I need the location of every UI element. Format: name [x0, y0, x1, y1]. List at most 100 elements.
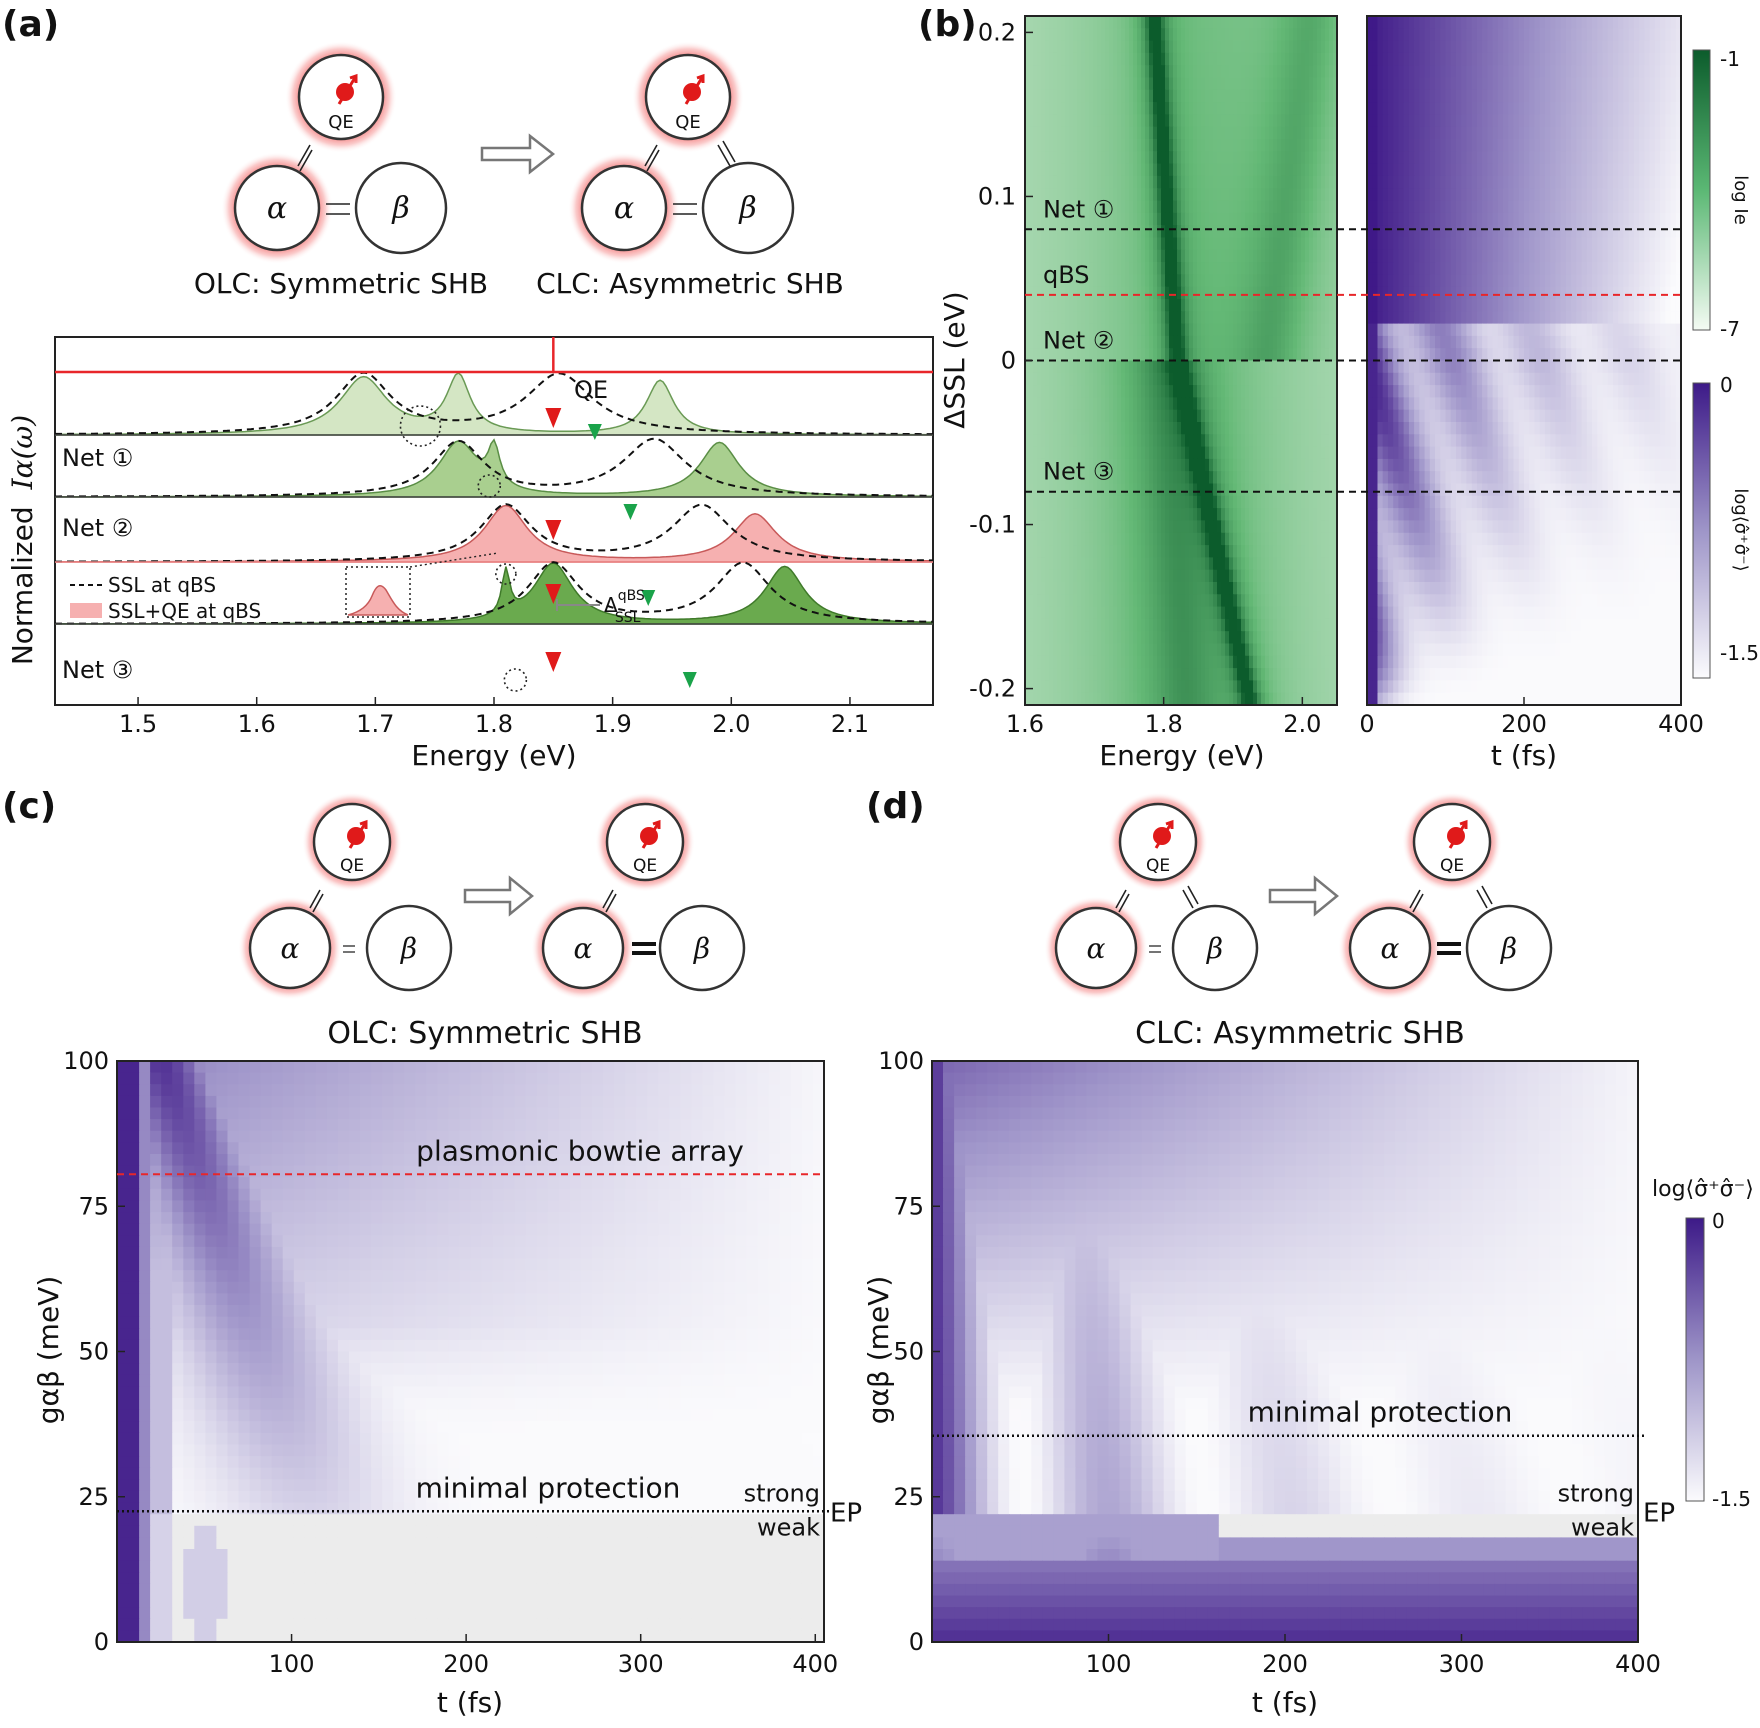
heat-cell: [1133, 311, 1138, 325]
heat-cell: [1329, 335, 1334, 349]
heat-cell: [1654, 28, 1661, 42]
heat-cell: [1269, 102, 1274, 115]
heat-cell: [1321, 163, 1326, 177]
heat-cell: [1153, 385, 1158, 398]
heat-cell: [1029, 631, 1034, 645]
heat-cell: [1165, 323, 1170, 337]
heat-cell: [1321, 335, 1326, 349]
heat-cell: [1065, 212, 1070, 226]
heat-cell: [1213, 446, 1218, 460]
heat-cell: [1257, 372, 1262, 386]
heat-cell: [1245, 40, 1250, 54]
heat-cell: [1117, 668, 1122, 681]
heat-cell: [1185, 299, 1190, 312]
heat-cell: [1321, 606, 1326, 620]
heat-cell: [1101, 348, 1106, 362]
heat-cell: [1149, 594, 1154, 608]
heat-cell: [1269, 545, 1274, 558]
heat-cell: [1053, 569, 1058, 583]
heat-cell: [1157, 323, 1162, 337]
heat-cell: [1085, 348, 1090, 362]
heat-cell: [1217, 508, 1222, 521]
heat-cell: [1061, 163, 1066, 177]
heat-cell: [1105, 532, 1110, 546]
heat-cell: [1217, 175, 1222, 189]
heat-cell: [1061, 532, 1066, 546]
heat-cell: [1073, 126, 1078, 140]
heat-cell: [1301, 286, 1306, 300]
heat-cell: [1041, 16, 1046, 29]
heat-cell: [1257, 655, 1262, 669]
heat-cell: [1213, 422, 1218, 435]
heat-cell: [1333, 126, 1337, 140]
heat-cell: [1281, 335, 1286, 349]
heat-cell: [1237, 225, 1242, 239]
heat-cell: [1482, 16, 1488, 29]
heat-cell: [1297, 52, 1302, 66]
heat-cell: [1293, 200, 1298, 214]
heat-cell: [1057, 139, 1062, 152]
heat-cell: [1125, 692, 1130, 705]
heat-cell: [1073, 175, 1078, 189]
heat-cell: [1205, 175, 1210, 189]
heat-cell: [1045, 422, 1050, 435]
heat-cell: [1217, 188, 1222, 202]
heat-cell: [1213, 175, 1218, 189]
heat-cell: [1121, 569, 1126, 583]
delta-bracket: [556, 599, 600, 611]
heat-cell: [1245, 139, 1250, 152]
heat-cell: [1333, 582, 1337, 595]
heat-cell: [1089, 508, 1094, 521]
heat-cell: [1061, 643, 1066, 657]
heat-cell: [1253, 508, 1258, 521]
heat-cell: [1061, 557, 1066, 571]
heat-cell: [1097, 237, 1102, 251]
heat-cell: [1065, 471, 1070, 485]
heat-cell: [1241, 175, 1246, 189]
heat-cell: [1261, 299, 1266, 312]
heat-cell: [1037, 200, 1042, 214]
heat-cell: [1217, 606, 1222, 620]
heat-cell: [1165, 545, 1170, 558]
heat-cell: [1125, 545, 1130, 558]
heat-cell: [1269, 163, 1274, 177]
heat-cell: [1145, 385, 1150, 398]
heat-cell: [1285, 286, 1290, 300]
heat-cell: [1053, 237, 1058, 251]
heat-cell: [1137, 446, 1142, 460]
heat-cell: [1133, 495, 1138, 509]
heat-cell: [1065, 508, 1070, 521]
heat-cell: [1141, 28, 1146, 42]
heat-cell: [1157, 618, 1162, 632]
heat-cell: [1309, 200, 1314, 214]
heat-cell: [1305, 422, 1310, 435]
heat-cell: [1149, 631, 1154, 645]
heat-cell: [1265, 483, 1270, 497]
heat-cell: [1237, 422, 1242, 435]
heat-cell: [1261, 606, 1266, 620]
heat-cell: [1045, 446, 1050, 460]
heat-cell: [1045, 188, 1050, 202]
heat-cell: [1133, 212, 1138, 226]
heat-cell: [1269, 680, 1274, 694]
heat-cell: [1325, 495, 1330, 509]
heat-cell: [1209, 680, 1214, 694]
row-label-net3: Net ③: [62, 656, 133, 684]
heat-cell: [1065, 618, 1070, 632]
heat-cell: [1221, 446, 1226, 460]
heat-cell: [1476, 89, 1483, 103]
heat-cell: [1145, 114, 1150, 128]
heat-cell: [1073, 372, 1078, 386]
heat-cell: [1293, 545, 1298, 558]
heat-cell: [1129, 385, 1134, 398]
heat-cell: [1301, 40, 1306, 54]
heat-cell: [1513, 114, 1520, 128]
heat-cell: [1173, 323, 1178, 337]
heat-cell: [1085, 397, 1090, 411]
heat-cell: [1109, 65, 1114, 79]
heat-cell: [1297, 139, 1302, 152]
heat-cell: [1435, 102, 1441, 115]
heat-cell: [1225, 606, 1230, 620]
heat-cell: [1265, 385, 1270, 398]
heat-cell: [1261, 52, 1266, 66]
